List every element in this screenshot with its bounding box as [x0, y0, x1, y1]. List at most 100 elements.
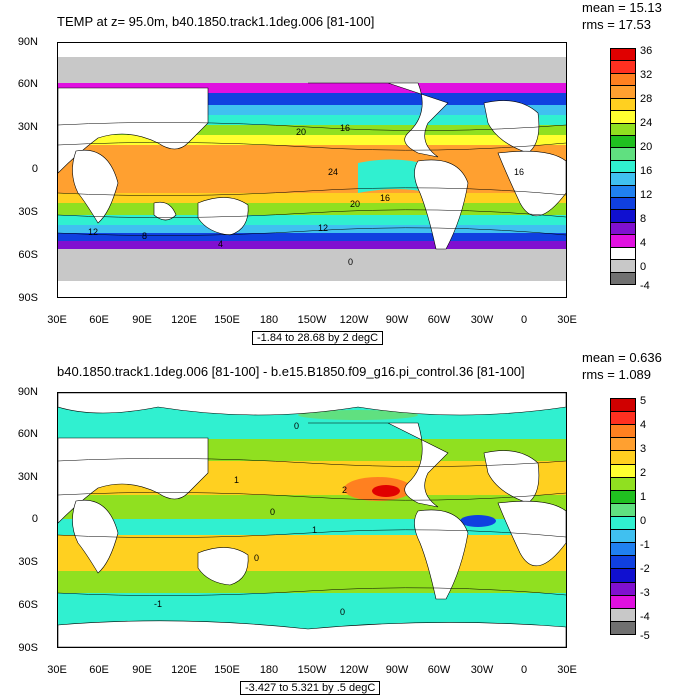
arctic-anomaly: [298, 410, 418, 420]
colorbar-tick-label: 16: [640, 165, 653, 177]
lon-label: 90W: [385, 314, 409, 326]
colorbar-tick-label: 24: [640, 117, 653, 129]
difference-map-svg: 0 1 2 0 1 0 -1 0: [58, 393, 566, 647]
sst-band: [58, 193, 566, 203]
north-america-land: [308, 422, 449, 508]
colorbar-tick-label: 0: [640, 515, 647, 527]
lon-label: 120E: [171, 664, 197, 676]
colorbar-segment: [610, 607, 636, 622]
difference-panel: b40.1850.track1.1deg.006 [81-100] - b.e1…: [0, 350, 700, 700]
lon-label: 30E: [47, 664, 67, 676]
south-pole-white-band: [58, 281, 566, 297]
contour-line: [58, 142, 566, 151]
lon-label: 180: [259, 314, 279, 326]
arctic-land: [58, 393, 566, 416]
lat-label: 60S: [18, 249, 38, 261]
colorbar-tick-label: 5: [640, 395, 647, 407]
lat-label: 0: [31, 513, 38, 525]
contour-label: 4: [218, 239, 223, 249]
contour-label: 0: [270, 507, 275, 517]
lon-label: 180: [259, 664, 279, 676]
contour-label: 0: [348, 257, 353, 267]
contour-label: 2: [342, 485, 347, 495]
colorbar-segment: [610, 529, 636, 544]
lat-label: 90S: [18, 292, 38, 304]
colorbar-segment: [610, 476, 636, 491]
colorbar-segment: [610, 197, 636, 211]
colorbar-tick-label: 8: [640, 213, 647, 225]
australia-land: [197, 197, 249, 236]
colorbar-segment: [610, 159, 636, 174]
lon-label: 120E: [171, 314, 197, 326]
diff-band: [58, 535, 566, 571]
lat-label: 90N: [17, 36, 38, 48]
colorbar-segment: [610, 437, 636, 452]
colorbar-segment: [610, 259, 636, 273]
sst-band: [58, 225, 566, 233]
colorbar-segment: [610, 620, 636, 635]
colorbar-segment: [610, 516, 636, 531]
contour-label: 16: [514, 167, 524, 177]
lon-label: 60E: [89, 314, 109, 326]
lon-label: 120W: [339, 664, 369, 676]
south-america-land: [414, 159, 469, 250]
lon-label: 90W: [385, 664, 409, 676]
temperature-map-svg: 20 16 24 20 16 12 8 4 0 16 12: [58, 43, 566, 297]
colorbar-segment: [610, 134, 636, 149]
colorbar-segment: [610, 147, 636, 161]
lat-label: 60S: [18, 599, 38, 611]
colorbar-segment: [610, 568, 636, 583]
colorbar-segment: [610, 209, 636, 223]
colorbar-segment: [610, 398, 636, 413]
island-land: [153, 201, 177, 221]
colorbar-segment: [610, 48, 636, 62]
contour-label: 20: [350, 199, 360, 209]
colorbar-segment: [610, 502, 636, 517]
colorbar-segment: [610, 463, 636, 478]
lon-label: 150W: [297, 664, 327, 676]
sst-band: [58, 125, 566, 135]
contour-line: [58, 209, 566, 218]
south-america-land: [414, 509, 469, 600]
lon-label: 90E: [132, 314, 152, 326]
colorbar-segment: [610, 60, 636, 74]
lat-label: 30S: [18, 556, 38, 568]
contour-label: 24: [328, 167, 338, 177]
lon-label: 60W: [427, 314, 451, 326]
lon-label: 0: [520, 664, 528, 676]
sst-band: [58, 135, 566, 145]
contour-label: 1: [234, 475, 239, 485]
colorbar-segment: [610, 424, 636, 439]
colorbar-segment: [610, 234, 636, 248]
contour-label: 20: [296, 127, 306, 137]
colorbar-tick-label: 1: [640, 491, 647, 503]
colorbar-segment: [610, 411, 636, 426]
lat-label: 30S: [18, 206, 38, 218]
cold-tongue: [358, 159, 430, 193]
australia-land: [197, 547, 249, 586]
colorbar-segment: [610, 450, 636, 465]
lon-label: 30E: [557, 314, 577, 326]
lon-label: 30W: [470, 314, 494, 326]
lon-label: 0: [520, 314, 528, 326]
lon-label: 60W: [427, 664, 451, 676]
difference-map: 0 1 2 0 1 0 -1 0: [57, 392, 567, 648]
lon-label: 90E: [132, 664, 152, 676]
contour-line: [58, 122, 566, 131]
colorbar-segment: [610, 85, 636, 99]
colorbar-tick-label: -1: [640, 539, 650, 551]
lon-label: 150W: [297, 314, 327, 326]
contour-label: 8: [142, 231, 147, 241]
colorbar-segment: [610, 72, 636, 87]
contour-range-box: -1.84 to 28.68 by 2 degC: [252, 331, 384, 345]
colorbar-segment: [610, 97, 636, 112]
sst-band: [58, 241, 566, 249]
warm-anomaly-peak: [372, 485, 400, 497]
cold-anomaly: [460, 515, 496, 527]
africa-east-land: [497, 150, 566, 217]
colorbar-tick-label: 12: [640, 189, 653, 201]
colorbar-tick-label: -4: [640, 280, 650, 292]
colorbar-segment: [610, 172, 636, 186]
sst-band: [58, 115, 566, 125]
contour-label: 1: [312, 525, 317, 535]
